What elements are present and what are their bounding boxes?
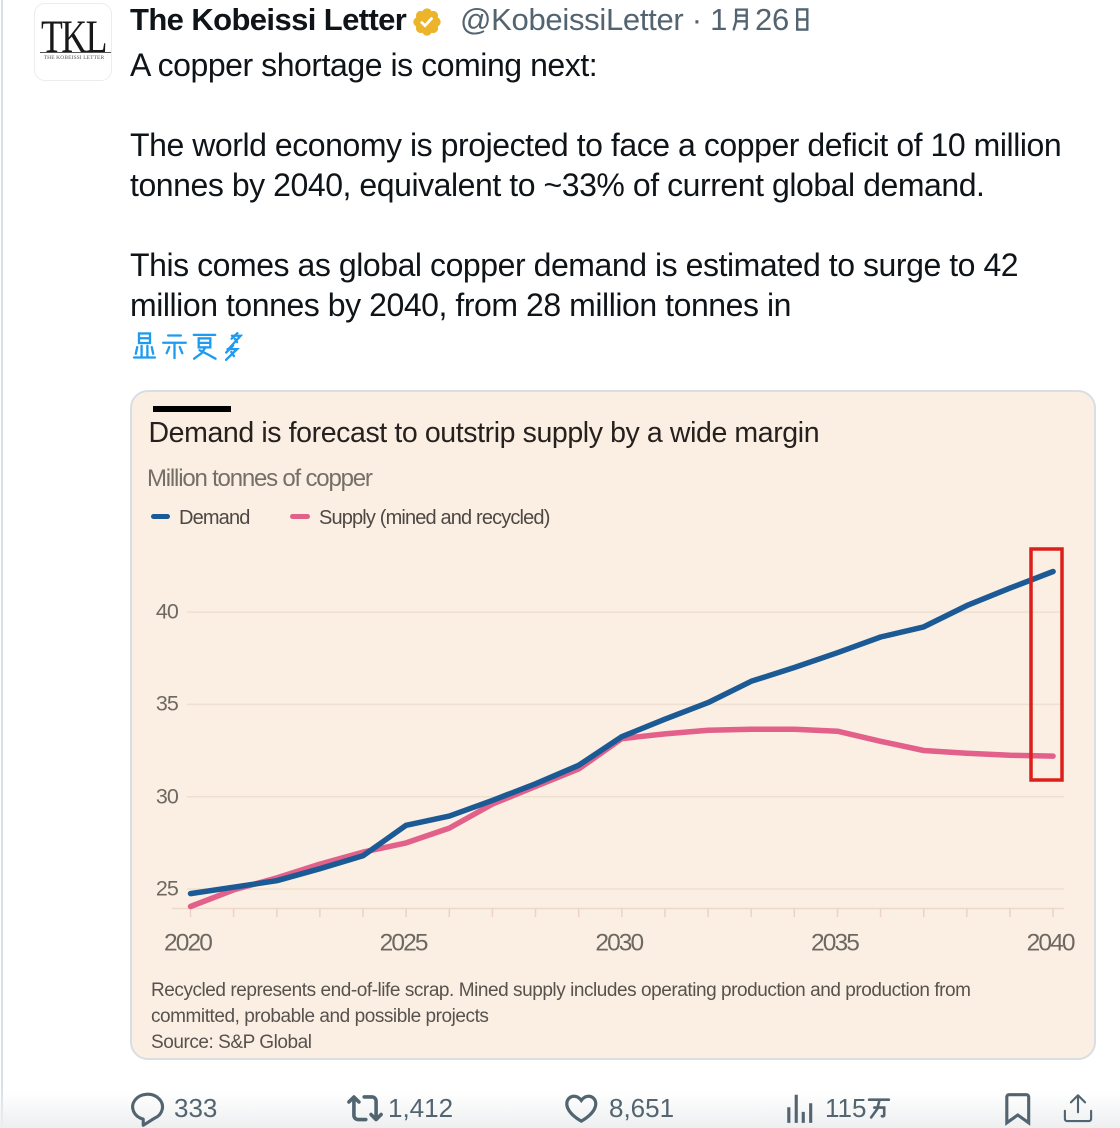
- svg-text:30: 30: [156, 785, 179, 809]
- svg-text:2020: 2020: [164, 930, 212, 957]
- svg-text:25: 25: [156, 877, 179, 901]
- svg-text:2040: 2040: [1027, 930, 1075, 957]
- svg-text:2030: 2030: [595, 930, 643, 957]
- svg-text:2035: 2035: [811, 930, 859, 957]
- svg-text:40: 40: [156, 600, 179, 624]
- svg-text:2025: 2025: [380, 930, 428, 957]
- svg-text:35: 35: [156, 692, 179, 716]
